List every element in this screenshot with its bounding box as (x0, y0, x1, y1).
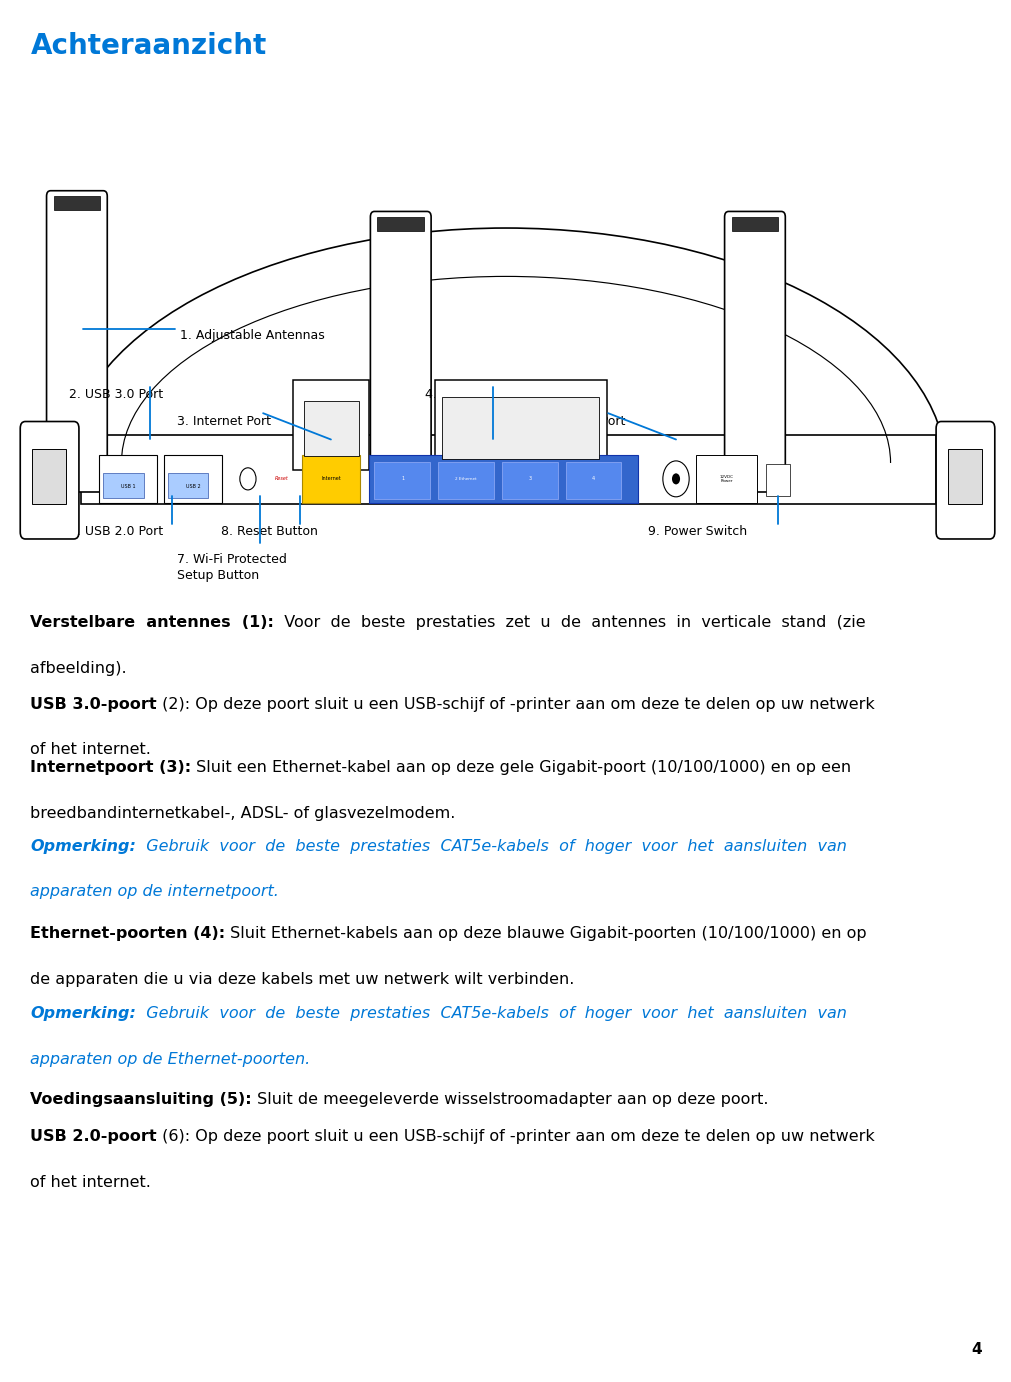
Text: 4: 4 (590, 477, 594, 481)
Text: Achteraanzicht: Achteraanzicht (30, 32, 266, 59)
Text: Voedingsaansluiting (5):: Voedingsaansluiting (5): (30, 1092, 252, 1107)
FancyBboxPatch shape (724, 211, 785, 492)
Bar (377, 217, 424, 231)
Text: 3: 3 (528, 477, 532, 481)
Bar (438, 462, 493, 499)
Text: USB 2.0-poort: USB 2.0-poort (30, 1129, 157, 1144)
Text: 2 Ethernet: 2 Ethernet (454, 477, 476, 481)
Bar (369, 455, 637, 503)
Text: 9. Power Switch: 9. Power Switch (647, 525, 746, 538)
Bar (501, 462, 557, 499)
Text: Ethernet-poorten (4):: Ethernet-poorten (4): (30, 926, 225, 941)
Bar (103, 473, 144, 498)
Text: USB 1: USB 1 (121, 484, 135, 489)
Text: Sluit de meegeleverde wisselstroomadapter aan op deze poort.: Sluit de meegeleverde wisselstroomadapte… (252, 1092, 767, 1107)
Text: apparaten op de internetpoort.: apparaten op de internetpoort. (30, 884, 279, 900)
Bar (947, 449, 981, 504)
Bar (168, 473, 208, 498)
Text: of het internet.: of het internet. (30, 742, 151, 757)
Text: USB 2: USB 2 (186, 484, 200, 489)
Text: Sluit Ethernet-kabels aan op deze blauwe Gigabit-poorten (10/100/1000) en op: Sluit Ethernet-kabels aan op deze blauwe… (225, 926, 866, 941)
Text: 2. USB 3.0 Port: 2. USB 3.0 Port (69, 388, 163, 401)
Text: 4. Ethernet Ports: 4. Ethernet Ports (425, 388, 530, 401)
Text: 6. USB 2.0 Port: 6. USB 2.0 Port (69, 525, 163, 538)
Bar (32, 449, 66, 504)
Bar (54, 196, 100, 210)
Text: afbeelding).: afbeelding). (30, 661, 126, 676)
Text: (6): Op deze poort sluit u een USB-schijf of -printer aan om deze te delen op uw: (6): Op deze poort sluit u een USB-schij… (157, 1129, 874, 1144)
Text: of het internet.: of het internet. (30, 1175, 151, 1190)
Text: Verstelbare  antennes  (1):: Verstelbare antennes (1): (30, 615, 274, 630)
Bar (442, 397, 599, 459)
Text: Sluit een Ethernet-kabel aan op deze gele Gigabit-poort (10/100/1000) en op een: Sluit een Ethernet-kabel aan op deze gel… (191, 760, 851, 775)
Bar (293, 380, 369, 470)
Text: 7. Wi-Fi Protected
Setup Button: 7. Wi-Fi Protected Setup Button (177, 553, 287, 582)
Bar (164, 455, 221, 503)
Text: de apparaten die u via deze kabels met uw netwerk wilt verbinden.: de apparaten die u via deze kabels met u… (30, 972, 574, 987)
Text: 5. Power Port: 5. Power Port (543, 415, 625, 427)
Bar (565, 462, 621, 499)
Bar (81, 435, 935, 504)
Bar (435, 380, 607, 470)
Bar (301, 455, 360, 503)
Text: 1. Adjustable Antennas: 1. Adjustable Antennas (180, 329, 325, 341)
Text: Gebruik  voor  de  beste  prestaties  CAT5e-kabels  of  hoger  voor  het  aanslu: Gebruik voor de beste prestaties CAT5e-k… (136, 1006, 846, 1021)
FancyBboxPatch shape (20, 422, 79, 539)
Circle shape (671, 473, 679, 485)
Bar (731, 217, 777, 231)
Text: Gebruik  voor  de  beste  prestaties  CAT5e-kabels  of  hoger  voor  het  aanslu: Gebruik voor de beste prestaties CAT5e-k… (136, 839, 846, 854)
Text: Opmerking:: Opmerking: (30, 1006, 136, 1021)
Text: apparaten op de Ethernet-poorten.: apparaten op de Ethernet-poorten. (30, 1052, 310, 1067)
Text: 4: 4 (971, 1342, 981, 1357)
Text: breedbandinternetkabel-, ADSL- of glasvezelmodem.: breedbandinternetkabel-, ADSL- of glasve… (30, 806, 455, 821)
Text: 1: 1 (400, 477, 404, 481)
Text: (2): Op deze poort sluit u een USB-schijf of -printer aan om deze te delen op uw: (2): Op deze poort sluit u een USB-schij… (157, 697, 874, 712)
Circle shape (240, 467, 256, 491)
Text: Internet: Internet (320, 477, 341, 481)
Text: 8. Reset Button: 8. Reset Button (220, 525, 317, 538)
Text: Voor  de  beste  prestaties  zet  u  de  antennes  in  verticale  stand  (zie: Voor de beste prestaties zet u de antenn… (274, 615, 865, 630)
Bar (765, 464, 790, 496)
Bar (303, 401, 359, 456)
Bar (99, 455, 157, 503)
Text: 3. Internet Port: 3. Internet Port (177, 415, 271, 427)
Text: 12VDC
Power: 12VDC Power (719, 474, 733, 484)
FancyBboxPatch shape (935, 422, 994, 539)
FancyBboxPatch shape (47, 191, 107, 492)
Bar (374, 462, 430, 499)
Text: USB 3.0-poort: USB 3.0-poort (30, 697, 157, 712)
Text: Reset: Reset (274, 477, 288, 481)
FancyBboxPatch shape (370, 211, 431, 492)
Bar (696, 455, 756, 503)
Text: Opmerking:: Opmerking: (30, 839, 136, 854)
Circle shape (662, 462, 688, 498)
Text: Internetpoort (3):: Internetpoort (3): (30, 760, 191, 775)
